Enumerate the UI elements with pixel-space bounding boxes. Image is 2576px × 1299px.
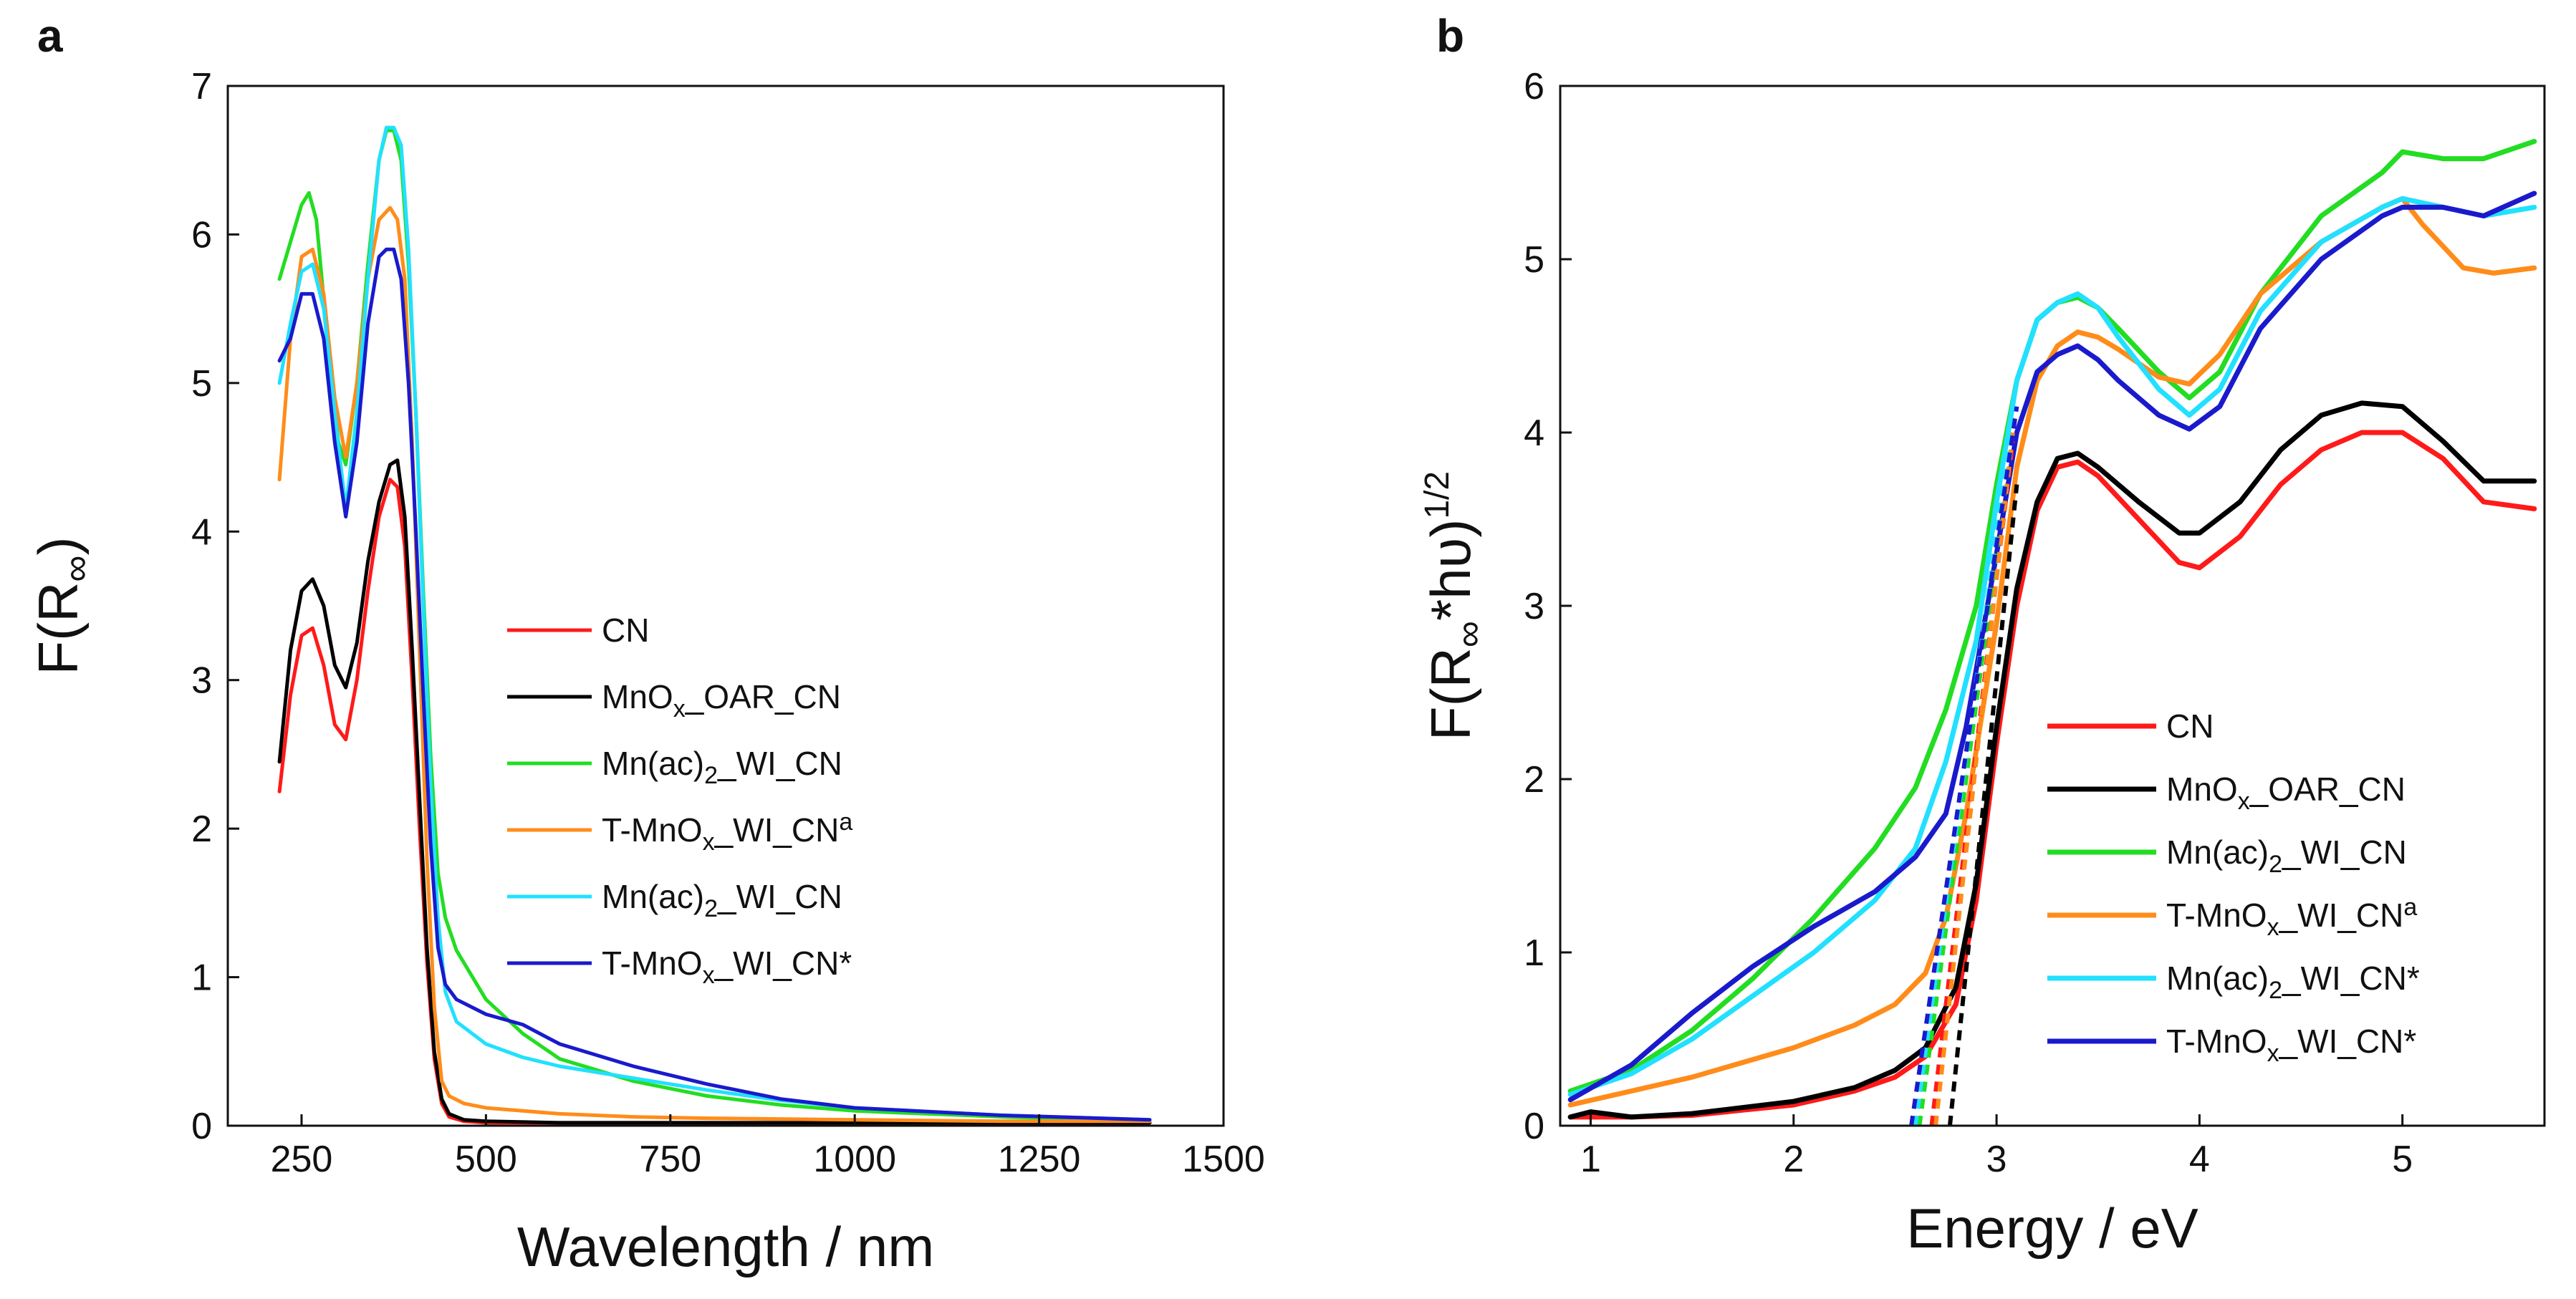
y-tick-label: 2 — [191, 808, 212, 850]
series-line-5 — [1567, 190, 2537, 1103]
x-tick-label: 1500 — [1182, 1139, 1265, 1180]
x-tick-label: 750 — [639, 1139, 701, 1180]
legend-label-5: T-MnOx_WI_CN* — [602, 945, 852, 989]
x-axis-title: Wavelength / nm — [517, 1215, 934, 1278]
x-tick-label: 250 — [271, 1139, 333, 1180]
x-tick-label: 5 — [2392, 1139, 2413, 1180]
x-tick-label: 1000 — [813, 1139, 896, 1180]
y-tick-label: 1 — [191, 957, 212, 999]
y-tick-label: 7 — [191, 66, 212, 107]
legend-label-5: T-MnOx_WI_CN* — [2166, 1023, 2416, 1067]
y-tick-label: 3 — [191, 660, 212, 702]
series-line-1 — [277, 458, 1152, 1125]
x-tick-label: 2 — [1783, 1139, 1804, 1180]
y-tick-label: 1 — [1524, 932, 1544, 974]
legend-label-1: MnOx_OAR_CN — [602, 678, 841, 723]
x-tick-label: 4 — [2189, 1139, 2210, 1180]
y-tick-label: 5 — [1524, 239, 1544, 281]
series-line-4 — [277, 125, 1152, 1122]
legend-label-3: T-MnOx_WI_CNa — [602, 808, 852, 856]
legend-label-0: CN — [2166, 708, 2214, 745]
legend-label-3: T-MnOx_WI_CNa — [2166, 894, 2417, 941]
legend-label-2: Mn(ac)2_WI_CN — [2166, 834, 2407, 878]
tangent-line-1 — [1947, 484, 2019, 1126]
x-tick-label: 3 — [1986, 1139, 2007, 1180]
y-tick-label: 0 — [191, 1106, 212, 1147]
y-tick-label: 4 — [191, 511, 212, 553]
series-line-1 — [1567, 400, 2537, 1120]
legend-label-1: MnOx_OAR_CN — [2166, 771, 2406, 815]
plot-frame — [226, 84, 1225, 1127]
x-tick-label: 1 — [1580, 1139, 1601, 1180]
x-tick-label: 1250 — [998, 1139, 1081, 1180]
y-axis-title: F(R∞) — [27, 536, 97, 675]
tangent-line-5 — [1909, 406, 2019, 1126]
x-tick-label: 500 — [455, 1139, 517, 1180]
y-tick-label: 4 — [1524, 412, 1544, 454]
legend-label-0: CN — [602, 612, 649, 649]
legend-label-4: Mn(ac)2_WI_CN — [602, 878, 842, 922]
legend-label-4: Mn(ac)2_WI_CN* — [2166, 960, 2420, 1004]
y-tick-label: 5 — [191, 363, 212, 405]
y-tick-label: 6 — [1524, 66, 1544, 107]
tangent-line-3 — [1933, 432, 2015, 1126]
series-line-0 — [1567, 430, 2537, 1120]
y-tick-label: 2 — [1524, 759, 1544, 801]
x-axis-title: Energy / eV — [1906, 1197, 2198, 1260]
series-group — [277, 125, 1152, 1125]
panel-letter: a — [37, 10, 63, 62]
series-line-2 — [1567, 138, 2537, 1094]
legend-label-2: Mn(ac)2_WI_CN — [602, 745, 842, 789]
series-line-4 — [1567, 195, 2537, 1097]
series-line-0 — [277, 478, 1152, 1125]
series-group — [1567, 138, 2537, 1126]
tangent-line-2 — [1917, 432, 2015, 1126]
series-line-5 — [277, 247, 1152, 1122]
y-axis-title: F(R∞*hυ)1/2 — [1418, 471, 1490, 740]
y-tick-label: 6 — [191, 214, 212, 256]
y-tick-label: 0 — [1524, 1106, 1544, 1147]
y-tick-label: 3 — [1524, 586, 1544, 627]
panel-letter: b — [1436, 10, 1464, 62]
chart-panel-a: a 250 500 750 1000 1250 1500 0 1 2 3 4 5 6 7 Wavelength… — [27, 10, 1265, 1278]
